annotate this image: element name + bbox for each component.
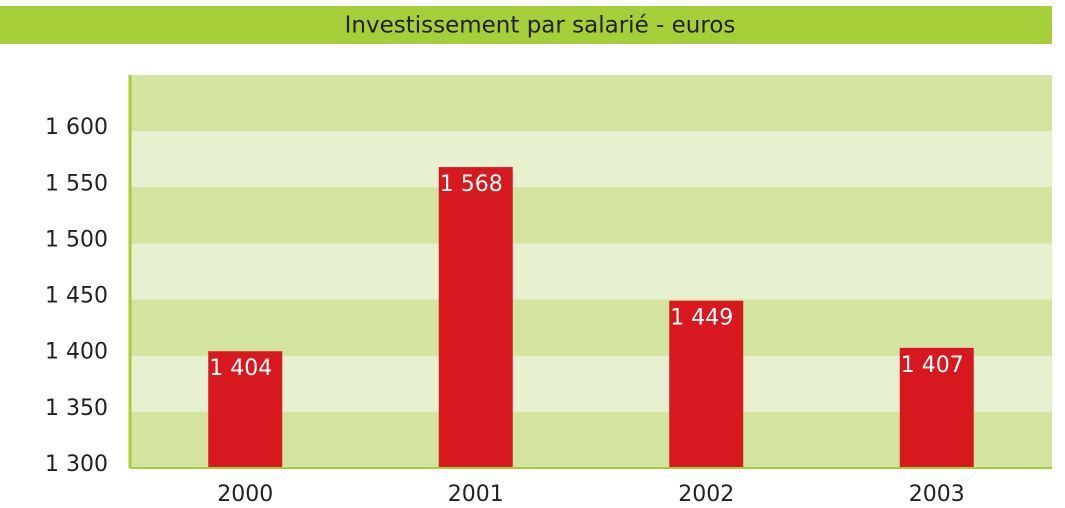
x-tick-label: 2000	[217, 482, 273, 507]
x-tick-label: 2002	[678, 482, 734, 507]
grid-band	[130, 243, 1052, 300]
chart-title: Investissement par salarié - euros	[345, 13, 736, 39]
y-tick-label: 1 450	[45, 284, 108, 309]
grid-band	[130, 187, 1052, 244]
y-tick-label: 1 350	[45, 396, 108, 421]
bar	[899, 347, 974, 468]
bar	[438, 167, 513, 468]
bar	[208, 351, 283, 468]
value-label: 1 568	[440, 172, 503, 197]
value-label: 1 404	[209, 356, 272, 381]
y-tick-label: 1 300	[45, 452, 108, 477]
y-tick-label: 1 400	[45, 340, 108, 365]
value-label: 1 449	[670, 306, 733, 331]
grid-band	[130, 411, 1052, 468]
bar	[669, 300, 744, 468]
y-tick-label: 1 550	[45, 171, 108, 196]
grid-band	[130, 75, 1052, 132]
y-tick-label: 1 500	[45, 227, 108, 252]
y-tick-label: 1 600	[45, 115, 108, 140]
grid-band	[130, 299, 1052, 356]
title-bar	[0, 6, 1052, 44]
value-label: 1 407	[901, 353, 964, 378]
x-tick-label: 2001	[448, 482, 504, 507]
grid-band	[130, 131, 1052, 188]
grid-band	[130, 355, 1052, 412]
x-tick-label: 2003	[909, 482, 965, 507]
